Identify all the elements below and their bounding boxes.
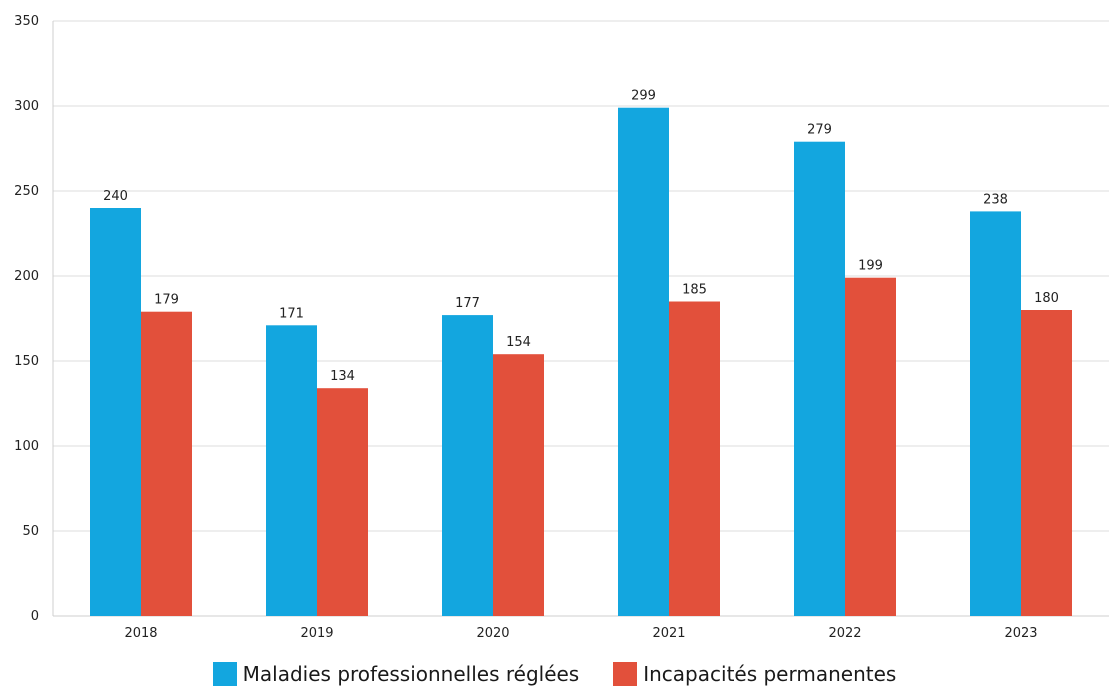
bar-series-1-2020	[442, 315, 493, 616]
data-label-series-2-2020: 154	[506, 335, 531, 350]
y-tick-label-250: 250	[14, 184, 39, 199]
x-tick-label-2023: 2023	[1004, 626, 1037, 641]
x-tick-label-2022: 2022	[828, 626, 861, 641]
data-label-series-2-2023: 180	[1034, 291, 1059, 306]
grid-lines	[53, 20, 1109, 617]
y-tick-label-150: 150	[14, 354, 39, 369]
y-tick-label-350: 350	[14, 14, 39, 29]
legend-label-series-2: Incapacités permanentes	[643, 662, 897, 686]
data-label-series-2-2021: 185	[682, 283, 707, 298]
bar-series-1-2023	[970, 211, 1021, 616]
data-label-series-1-2021: 299	[631, 89, 656, 104]
data-label-series-1-2018: 240	[103, 189, 128, 204]
labels: 0 50 100 150 200 250 300 350 240 179 2018 171 134 201…	[14, 14, 1059, 641]
data-label-series-2-2022: 199	[858, 259, 883, 274]
data-label-series-1-2020: 177	[455, 296, 480, 311]
legend: Maladies professionnelles réglées Incapa…	[0, 660, 1109, 688]
x-tick-label-2021: 2021	[652, 626, 685, 641]
bars	[90, 107, 1072, 616]
data-label-series-1-2019: 171	[279, 306, 304, 321]
x-tick-label-2019: 2019	[300, 626, 333, 641]
bar-series-2-2020	[493, 354, 544, 616]
bar-series-2-2019	[317, 388, 368, 616]
y-tick-label-200: 200	[14, 269, 39, 284]
legend-label-series-1: Maladies professionnelles réglées	[242, 662, 580, 686]
x-tick-label-2020: 2020	[476, 626, 509, 641]
data-label-series-2-2019: 134	[330, 369, 355, 384]
y-tick-label-100: 100	[14, 439, 39, 454]
bar-series-2-2022	[845, 277, 896, 616]
legend-swatch-series-2	[613, 662, 638, 686]
data-label-series-1-2023: 238	[983, 192, 1008, 207]
data-label-series-2-2018: 179	[154, 293, 179, 308]
bar-series-2-2018	[141, 311, 192, 616]
bar-series-1-2022	[794, 141, 845, 616]
legend-swatch-series-1	[212, 662, 237, 686]
bar-series-2-2021	[669, 301, 720, 616]
data-label-series-1-2022: 279	[807, 123, 832, 138]
bar-series-1-2019	[266, 325, 317, 616]
bar-series-1-2021	[618, 107, 669, 616]
bar-series-2-2023	[1021, 310, 1072, 616]
axes	[52, 21, 1109, 617]
y-tick-label-50: 50	[22, 524, 39, 539]
legend-item-series-2: Incapacités permanentes	[613, 662, 896, 686]
y-tick-label-300: 300	[14, 99, 39, 114]
legend-item-series-1: Maladies professionnelles réglées	[212, 662, 580, 686]
y-tick-label-0: 0	[31, 609, 39, 624]
bar-series-1-2018	[90, 208, 141, 616]
x-tick-label-2018: 2018	[124, 626, 157, 641]
